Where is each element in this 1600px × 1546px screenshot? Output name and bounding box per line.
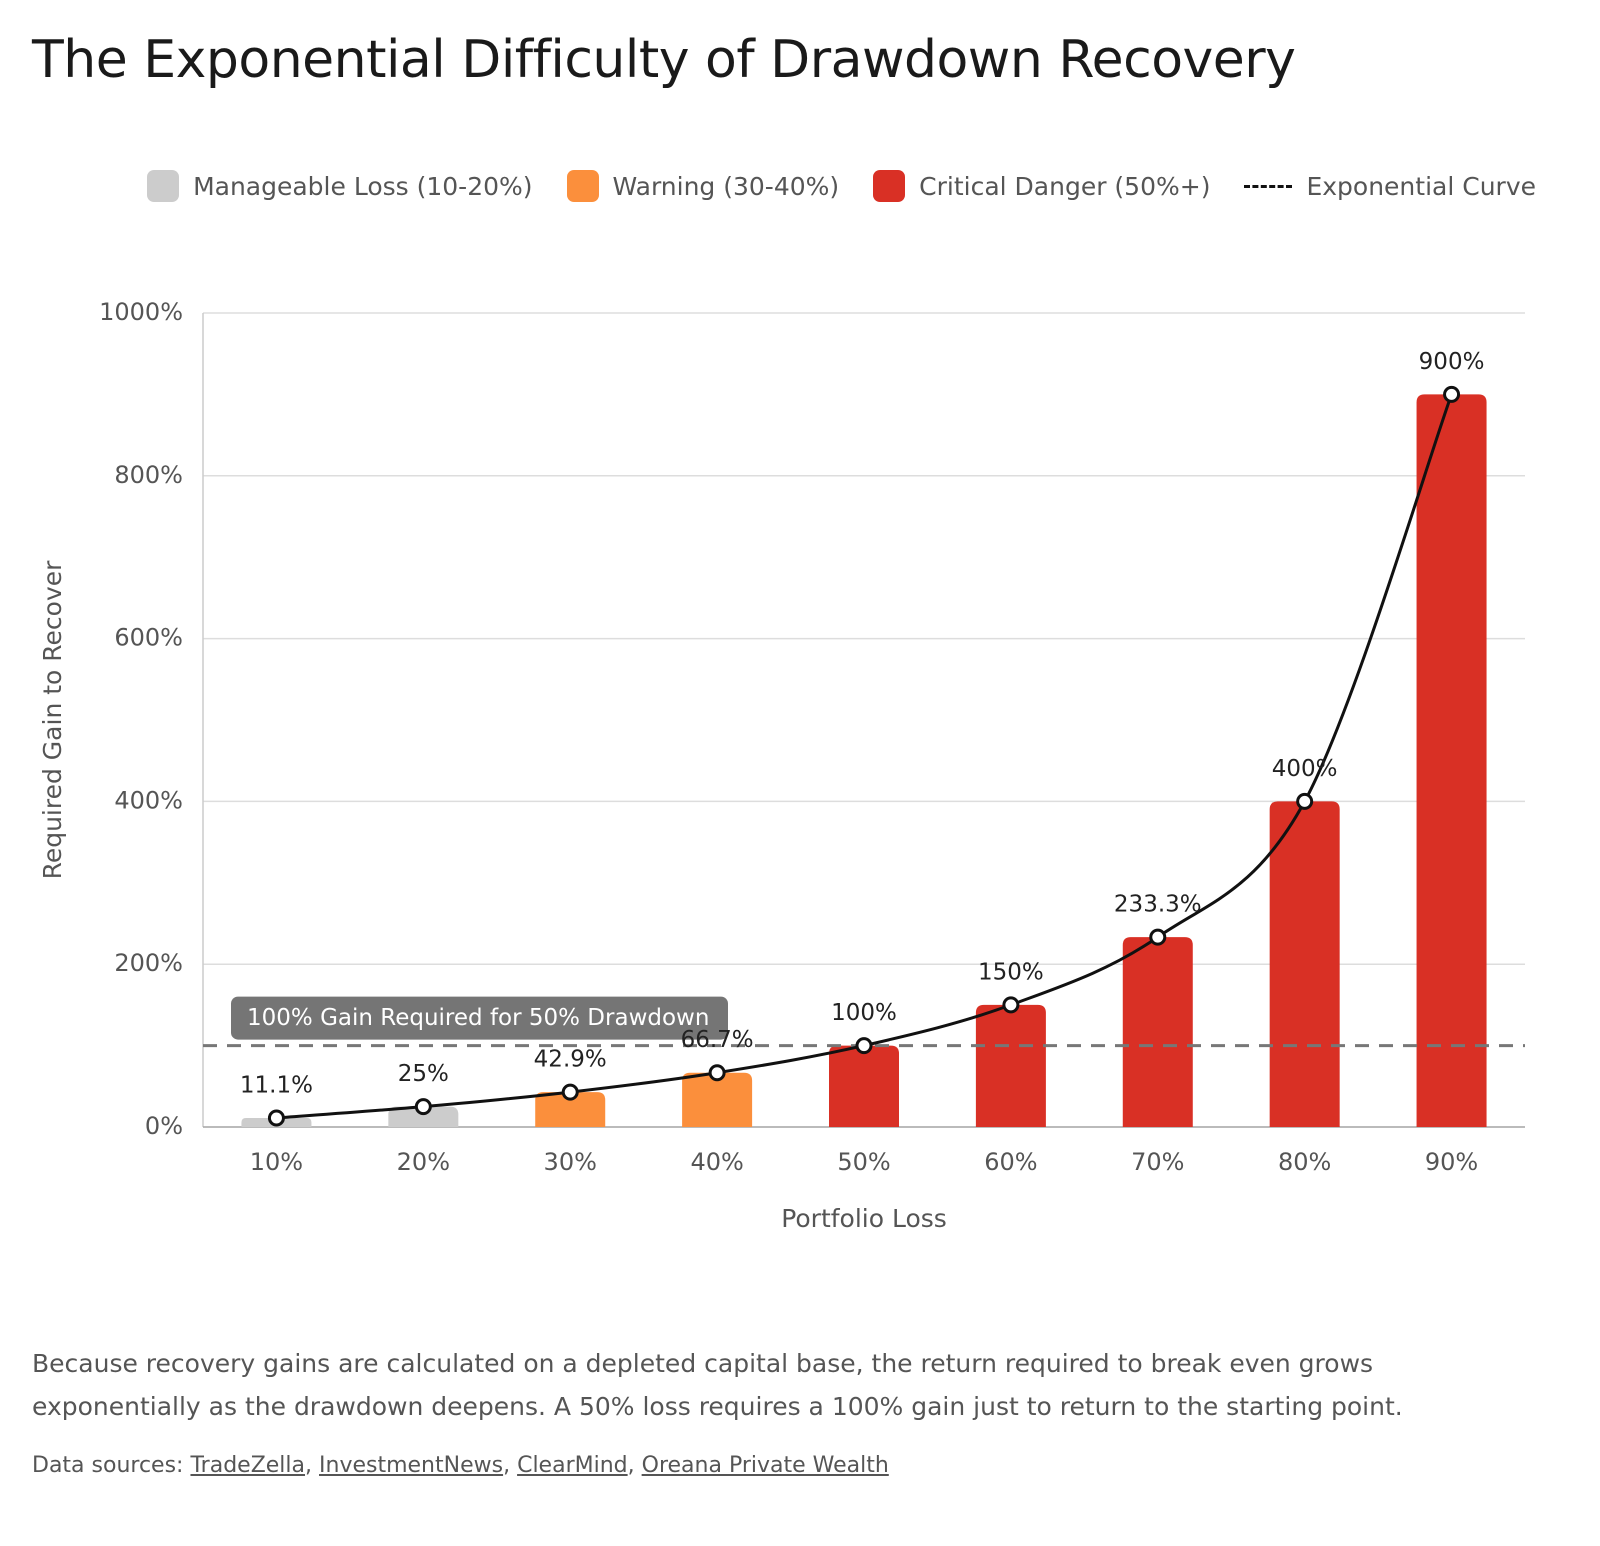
chart-title: The Exponential Difficulty of Drawdown R… bbox=[32, 30, 1296, 90]
source-link[interactable]: InvestmentNews bbox=[319, 1453, 504, 1478]
data-label: 25% bbox=[398, 1061, 449, 1087]
curve-point bbox=[1002, 996, 1020, 1014]
legend-label: Critical Danger (50%+) bbox=[919, 171, 1211, 201]
x-tick-label: 30% bbox=[544, 1148, 597, 1176]
curve-point bbox=[1296, 792, 1314, 810]
sources: Data sources: TradeZella, InvestmentNews… bbox=[32, 1453, 889, 1478]
y-tick-label: 400% bbox=[114, 786, 183, 814]
bar bbox=[682, 1072, 753, 1127]
bar bbox=[829, 1045, 899, 1127]
data-label: 233.3% bbox=[1114, 892, 1202, 918]
sources-label: Data sources: bbox=[32, 1453, 184, 1478]
y-tick-label: 800% bbox=[114, 461, 183, 489]
legend-item: Warning (30-40%) bbox=[566, 170, 840, 202]
y-tick-label: 600% bbox=[114, 624, 183, 652]
legend-label: Manageable Loss (10-20%) bbox=[193, 171, 533, 201]
bar bbox=[1269, 801, 1340, 1127]
x-tick-label: 50% bbox=[837, 1148, 890, 1176]
separator: , bbox=[627, 1453, 635, 1478]
legend: Manageable Loss (10-20%) Warning (30-40%)… bbox=[147, 170, 1536, 202]
legend-swatch bbox=[147, 170, 180, 202]
bar bbox=[975, 1004, 1046, 1127]
source-link[interactable]: ClearMind bbox=[517, 1453, 628, 1478]
bar bbox=[388, 1106, 459, 1127]
x-tick-label: 60% bbox=[984, 1148, 1037, 1176]
bar bbox=[1416, 394, 1487, 1127]
legend-swatch bbox=[566, 170, 599, 202]
curve-point bbox=[414, 1098, 432, 1116]
legend-item: Manageable Loss (10-20%) bbox=[147, 170, 533, 202]
curve-point bbox=[1443, 385, 1461, 403]
y-axis-title: Required Gain to Recover bbox=[38, 560, 67, 880]
x-tick-label: 80% bbox=[1278, 1148, 1331, 1176]
legend-label: Warning (30-40%) bbox=[612, 171, 840, 201]
bar bbox=[1122, 937, 1193, 1127]
curve-point bbox=[708, 1064, 726, 1082]
curve-point bbox=[855, 1037, 873, 1055]
curve-point bbox=[561, 1083, 579, 1101]
data-label: 100% bbox=[831, 1000, 897, 1026]
curve-point bbox=[1149, 928, 1167, 946]
legend-label: Exponential Curve bbox=[1306, 171, 1536, 201]
legend-swatch bbox=[873, 170, 906, 202]
source-link[interactable]: TradeZella bbox=[190, 1453, 306, 1478]
y-tick-label: 1000% bbox=[99, 298, 183, 326]
data-label: 400% bbox=[1272, 756, 1338, 782]
data-label: 150% bbox=[978, 959, 1044, 985]
annotation-label: 100% Gain Required for 50% Drawdown bbox=[247, 1005, 709, 1031]
y-tick-label: 0% bbox=[145, 1112, 183, 1140]
bar bbox=[535, 1092, 606, 1127]
data-label: 42.9% bbox=[534, 1047, 607, 1073]
legend-item: Critical Danger (50%+) bbox=[873, 170, 1210, 202]
y-tick-label: 200% bbox=[114, 949, 183, 977]
x-tick-label: 20% bbox=[397, 1148, 450, 1176]
description: Because recovery gains are calculated on… bbox=[32, 1349, 1403, 1421]
legend-line bbox=[1244, 184, 1293, 188]
annotation-box bbox=[231, 996, 728, 1040]
chart: 0% 200% 400% 600% 800% 1000% Required Gain to … bbox=[38, 298, 1525, 1233]
x-tick-label: 70% bbox=[1131, 1148, 1184, 1176]
legend-item: Exponential Curve bbox=[1244, 172, 1536, 201]
data-label: 66.7% bbox=[681, 1027, 754, 1053]
data-label: 900% bbox=[1419, 349, 1485, 375]
curve-point bbox=[267, 1109, 285, 1127]
separator: , bbox=[503, 1453, 511, 1478]
separator: , bbox=[305, 1453, 313, 1478]
x-tick-label: 40% bbox=[690, 1148, 743, 1176]
x-tick-label: 10% bbox=[250, 1148, 303, 1176]
x-tick-label: 90% bbox=[1425, 1148, 1478, 1176]
x-axis-title: Portfolio Loss bbox=[781, 1204, 947, 1233]
source-link[interactable]: Oreana Private Wealth bbox=[641, 1453, 889, 1478]
data-label: 11.1% bbox=[240, 1072, 313, 1098]
